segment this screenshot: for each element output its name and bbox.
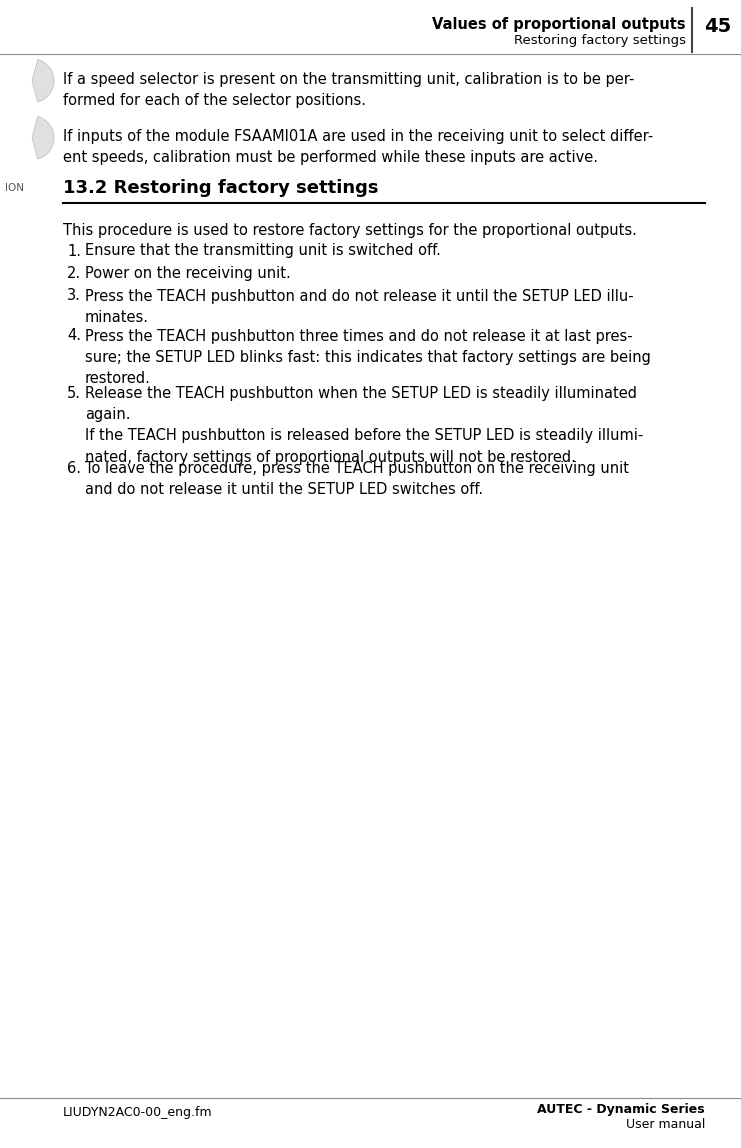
Text: Press the TEACH pushbutton three times and do not release it at last pres-
sure;: Press the TEACH pushbutton three times a… xyxy=(85,328,651,386)
Text: 5.: 5. xyxy=(67,386,81,401)
Text: ION: ION xyxy=(5,183,24,193)
Text: AUTEC - Dynamic Series: AUTEC - Dynamic Series xyxy=(537,1103,705,1116)
Text: 1.: 1. xyxy=(67,243,81,258)
Text: 3.: 3. xyxy=(67,288,81,303)
Text: User manual: User manual xyxy=(625,1118,705,1131)
Text: To leave the procedure, press the TEACH pushbutton on the receiving unit
and do : To leave the procedure, press the TEACH … xyxy=(85,461,629,497)
Text: Values of proportional outputs: Values of proportional outputs xyxy=(433,17,686,32)
Text: Press the TEACH pushbutton and do not release it until the SETUP LED illu-
minat: Press the TEACH pushbutton and do not re… xyxy=(85,288,634,325)
Text: 45: 45 xyxy=(704,17,731,36)
Text: If a speed selector is present on the transmitting unit, calibration is to be pe: If a speed selector is present on the tr… xyxy=(63,72,634,108)
Text: Power on the receiving unit.: Power on the receiving unit. xyxy=(85,266,290,281)
Text: 13.2 Restoring factory settings: 13.2 Restoring factory settings xyxy=(63,179,379,197)
Text: LIUDYN2AC0-00_eng.fm: LIUDYN2AC0-00_eng.fm xyxy=(63,1106,213,1119)
Text: 6.: 6. xyxy=(67,461,81,476)
Text: 4.: 4. xyxy=(67,328,81,343)
Text: Ensure that the transmitting unit is switched off.: Ensure that the transmitting unit is swi… xyxy=(85,243,441,258)
Wedge shape xyxy=(32,60,54,102)
Text: Restoring factory settings: Restoring factory settings xyxy=(514,34,686,47)
Text: If inputs of the module FSAAMI01A are used in the receiving unit to select diffe: If inputs of the module FSAAMI01A are us… xyxy=(63,129,654,165)
Wedge shape xyxy=(32,116,54,160)
Text: 2.: 2. xyxy=(67,266,81,281)
Text: Release the TEACH pushbutton when the SETUP LED is steadily illuminated
again.
I: Release the TEACH pushbutton when the SE… xyxy=(85,386,643,465)
Text: This procedure is used to restore factory settings for the proportional outputs.: This procedure is used to restore factor… xyxy=(63,223,637,238)
